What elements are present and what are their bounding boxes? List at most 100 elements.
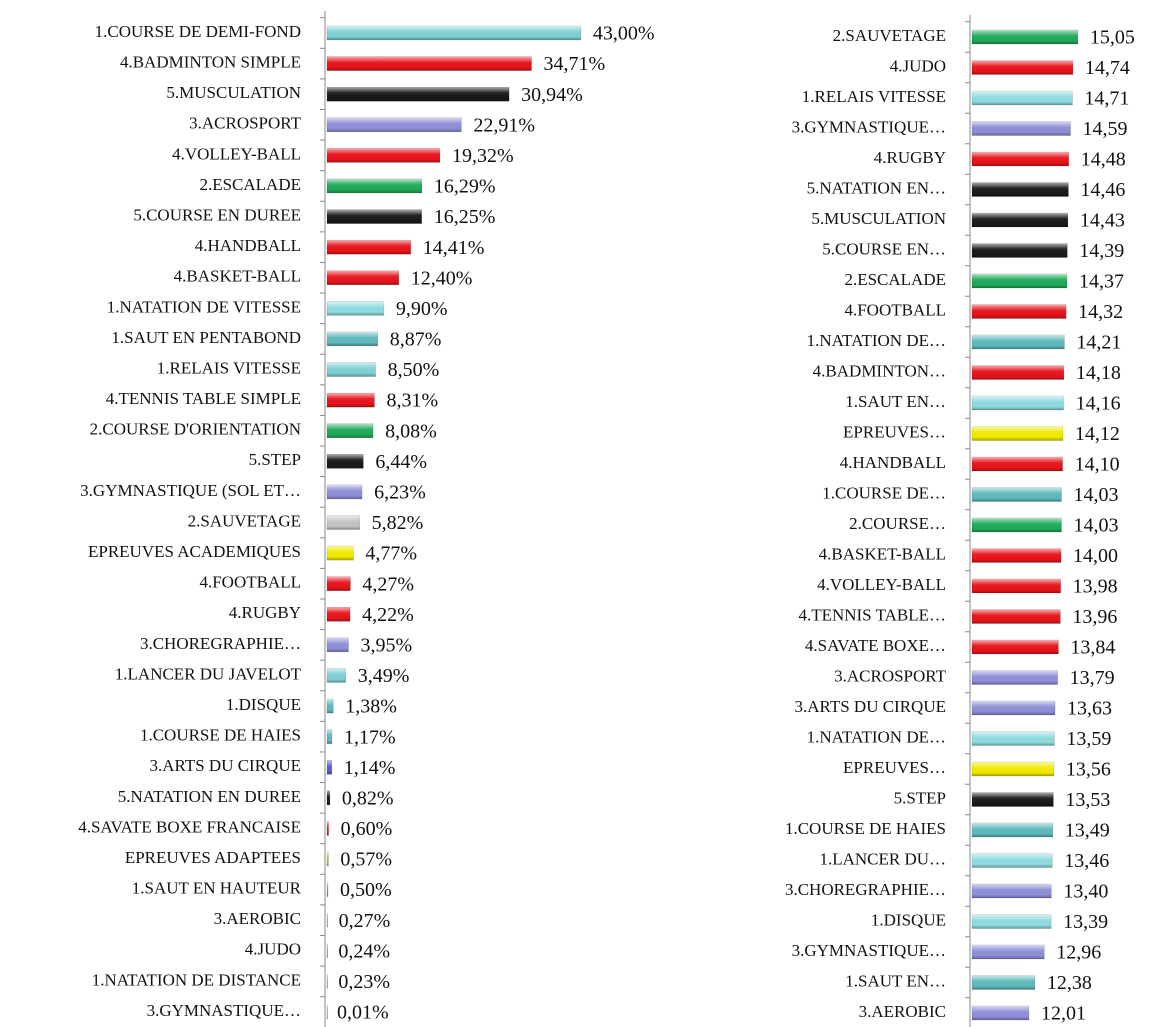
category-label: EPREUVES ACADEMIQUES xyxy=(88,542,301,561)
value-label: 14,43 xyxy=(1080,210,1125,232)
value-label: 14,32 xyxy=(1078,301,1123,323)
bar-shine xyxy=(972,213,1068,227)
value-label: 1,14% xyxy=(344,757,396,779)
value-label: 14,18 xyxy=(1076,362,1121,384)
category-label: 3.AEROBIC xyxy=(214,909,301,928)
category-label: 4.SAVATE BOXE FRANCAISE xyxy=(78,817,301,836)
value-label: 14,21 xyxy=(1076,332,1121,354)
category-label: 4.VOLLEY-BALL xyxy=(817,575,946,594)
category-label: 4.HANDBALL xyxy=(195,236,301,255)
bar-shine xyxy=(327,790,330,805)
bar-shine xyxy=(327,331,378,346)
value-label: 13,39 xyxy=(1063,911,1108,933)
bar-shine xyxy=(327,546,354,561)
value-label: 22,91% xyxy=(473,114,535,136)
bar-shine xyxy=(972,640,1059,654)
value-label: 0,27% xyxy=(339,910,391,932)
category-label: 5.COURSE EN… xyxy=(822,239,946,258)
value-label: 4,77% xyxy=(365,543,417,565)
value-label: 30,94% xyxy=(521,84,583,106)
value-label: 13,46 xyxy=(1064,850,1109,872)
bar-shine xyxy=(327,821,329,836)
category-label: 1.NATATION DE VITESSE xyxy=(107,297,301,316)
category-label: 5.STEP xyxy=(894,788,946,807)
category-label: 1.SAUT EN… xyxy=(845,392,946,411)
category-label: 1.SAUT EN… xyxy=(845,971,946,990)
bar-shine xyxy=(327,668,346,683)
category-label: 2.SAUVETAGE xyxy=(188,511,301,530)
category-label: 2.COURSE… xyxy=(849,514,946,533)
category-label: 3.CHOREGRAPHIE… xyxy=(140,634,301,653)
bar-shine xyxy=(972,548,1061,563)
bar-shine xyxy=(972,609,1061,624)
category-label: 3.GYMNASTIQUE… xyxy=(147,1001,301,1020)
value-label: 43,00% xyxy=(593,23,655,45)
value-label: 14,00 xyxy=(1073,545,1118,567)
category-label: 4.RUGBY xyxy=(874,148,946,167)
value-label: 14,59 xyxy=(1082,118,1127,140)
category-label: 4.TENNIS TABLE SIMPLE xyxy=(106,389,301,408)
value-label: 34,71% xyxy=(544,53,606,75)
value-label: 1,38% xyxy=(345,696,397,718)
bar-shine xyxy=(972,914,1052,929)
bar-shine xyxy=(972,670,1058,685)
category-label: 5.MUSCULATION xyxy=(811,209,946,228)
bar-shine xyxy=(972,182,1069,197)
value-label: 13,53 xyxy=(1065,789,1110,811)
category-label: 1.LANCER DU JAVELOT xyxy=(115,664,302,683)
bar-shine xyxy=(972,487,1062,502)
value-label: 13,40 xyxy=(1063,881,1108,903)
category-label: 1.DISQUE xyxy=(871,910,946,929)
category-label: 4.VOLLEY-BALL xyxy=(172,144,301,163)
bar-shine xyxy=(972,823,1053,837)
bar-shine xyxy=(327,423,374,438)
value-label: 12,40% xyxy=(411,267,473,289)
value-label: 13,96 xyxy=(1072,606,1117,628)
category-label: 5.STEP xyxy=(249,450,301,469)
category-label: 5.COURSE EN DUREE xyxy=(133,205,301,224)
value-label: 12,96 xyxy=(1056,942,1101,964)
bar-shine xyxy=(972,335,1065,349)
category-label: 1.DISQUE xyxy=(226,695,301,714)
category-label: 4.BASKET-BALL xyxy=(819,544,946,563)
bar-shine xyxy=(327,637,349,652)
value-label: 6,23% xyxy=(374,482,426,504)
value-label: 13,79 xyxy=(1070,667,1115,689)
category-label: 4.BADMINTON SIMPLE xyxy=(120,53,301,72)
category-label: 4.RUGBY xyxy=(229,603,301,622)
bar-shine xyxy=(327,729,332,744)
bar-shine xyxy=(327,882,328,897)
value-label: 6,44% xyxy=(375,451,427,473)
bar-shine xyxy=(327,974,328,989)
bar-shine xyxy=(327,852,329,867)
category-label: 2.SAUVETAGE xyxy=(833,26,946,45)
category-label: 5.MUSCULATION xyxy=(166,83,301,102)
bar-shine xyxy=(327,607,351,622)
value-label: 3,95% xyxy=(361,634,413,656)
value-label: 1,17% xyxy=(344,726,396,748)
category-label: 5.NATATION EN DUREE xyxy=(118,787,301,806)
bar-shine xyxy=(327,699,334,714)
bar-shine xyxy=(972,701,1056,715)
value-label: 14,16 xyxy=(1076,393,1121,415)
bar-shine xyxy=(972,121,1071,136)
value-label: 0,24% xyxy=(338,940,390,962)
category-label: 5.NATATION EN… xyxy=(807,178,946,197)
category-label: 3.CHOREGRAPHIE… xyxy=(785,880,946,899)
value-label: 0,60% xyxy=(341,818,393,840)
value-label: 19,32% xyxy=(452,145,514,167)
value-label: 8,50% xyxy=(388,359,440,381)
category-label: 4.BADMINTON… xyxy=(813,361,946,380)
category-label: 3.GYMNASTIQUE… xyxy=(792,941,946,960)
value-label: 13,56 xyxy=(1066,759,1111,781)
value-label: 15,05 xyxy=(1090,27,1135,49)
value-label: 14,12 xyxy=(1075,423,1120,445)
value-label: 13,63 xyxy=(1067,698,1112,720)
value-label: 0,82% xyxy=(342,787,394,809)
bar-shine xyxy=(327,87,510,102)
value-label: 14,74 xyxy=(1085,57,1130,79)
bar-shine xyxy=(972,975,1035,990)
bar-shine xyxy=(972,426,1063,441)
category-label: 1.SAUT EN PENTABOND xyxy=(111,328,301,347)
category-label: 4.BASKET-BALL xyxy=(174,267,301,286)
